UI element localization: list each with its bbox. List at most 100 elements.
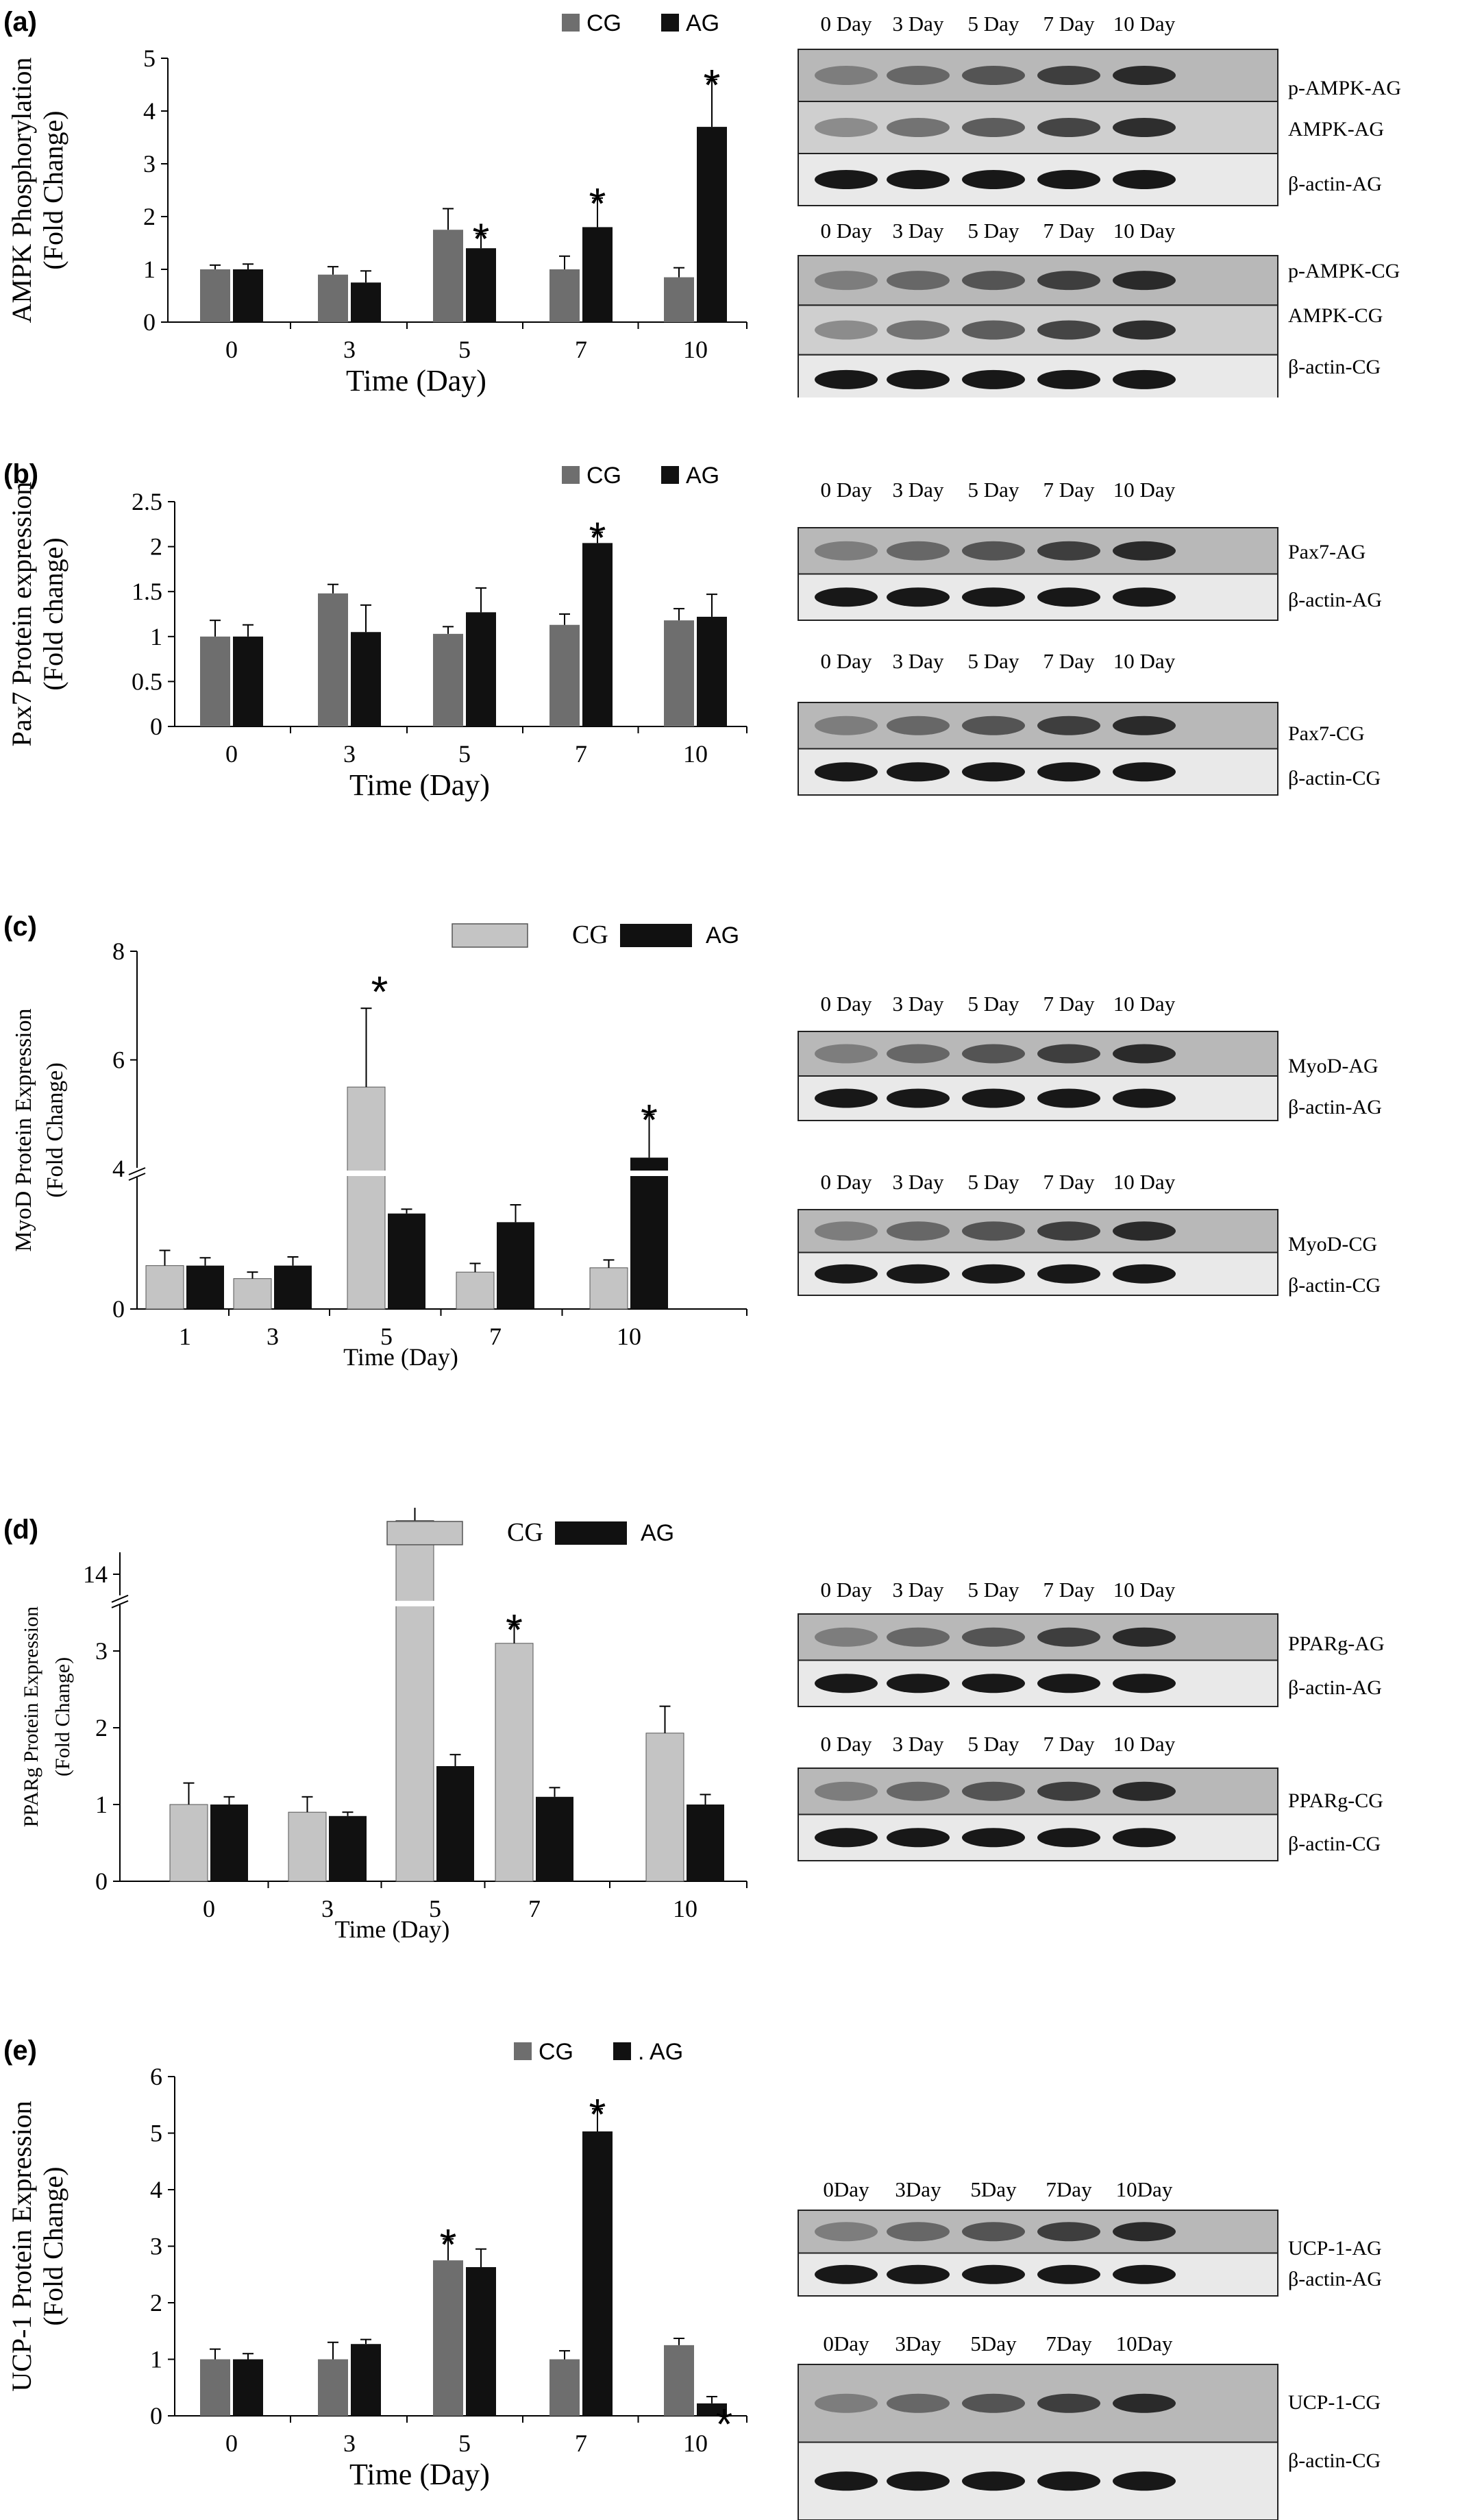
blot-band-label: β-actin-CG	[1288, 2449, 1381, 2472]
chart-svg: (e) 0 1 2 3 4 5 6 * * * 0 3 5 7 10 Time (Day) UCP-1 Prote…	[3, 2035, 1382, 2520]
blot-band	[887, 2393, 950, 2413]
blot-band	[962, 2264, 1025, 2284]
x-tick-label: 3	[343, 740, 356, 768]
blot-band-label: Pax7-AG	[1288, 541, 1366, 563]
blot-band	[962, 2393, 1025, 2413]
blot-band	[1037, 1088, 1100, 1108]
bar-ag-0	[233, 269, 263, 322]
bar-ag-10	[697, 127, 727, 322]
bar-ag-10	[697, 2403, 727, 2416]
blot-band-label: β-actin-AG	[1288, 173, 1382, 195]
blot-day-label: 7 Day	[1043, 1578, 1095, 1602]
blot-band-label: Pax7-CG	[1288, 722, 1365, 745]
blot-band-label: AMPK-CG	[1288, 304, 1383, 327]
blot-band	[1037, 1781, 1100, 1801]
y-tick-label: 3	[95, 1637, 108, 1665]
y-tick-label: 4	[112, 1155, 125, 1182]
bar-ag-7	[582, 2131, 613, 2416]
x-tick-label: 3	[343, 336, 356, 363]
blot-band-label: β-actin-AG	[1288, 1676, 1382, 1699]
legend-swatch-ag	[620, 924, 692, 947]
blot-band-label: β-actin-CG	[1288, 356, 1381, 378]
y-tick-label: 6	[112, 1047, 125, 1074]
bar-cg-3	[233, 1278, 272, 1310]
y-axis-title: AMPK Phosphorylation(Fold Change)	[6, 58, 69, 323]
blot-band	[962, 1627, 1025, 1647]
blot-band	[1037, 2222, 1100, 2242]
x-axis-title: Time (Day)	[349, 768, 490, 802]
y-axis-title-line: AMPK Phosphorylation	[6, 58, 37, 323]
blot-day-label: 0 Day	[821, 478, 872, 502]
blot-band	[815, 762, 878, 782]
blot-band	[1037, 587, 1100, 607]
bar-ag-5	[466, 612, 496, 726]
blot-band-label: UCP-1-AG	[1288, 2237, 1382, 2260]
blot-day-label: 0Day	[823, 2177, 869, 2201]
bar-ag-7	[497, 1222, 534, 1309]
blot-band	[887, 762, 950, 782]
blot-band-label: UCP-1-CG	[1288, 2391, 1381, 2414]
blot-day-label: 10 Day	[1113, 219, 1176, 243]
y-tick-label: 0	[112, 1295, 125, 1323]
blot-band	[815, 1627, 878, 1647]
y-axis-title: UCP-1 Protein Expression(Fold Change)	[6, 2101, 69, 2391]
blot-day-label: 0 Day	[821, 1170, 872, 1194]
bar-break-gap	[395, 1600, 434, 1606]
blot-band	[1113, 2264, 1176, 2284]
blot-day-label: 7 Day	[1043, 1170, 1095, 1194]
blot-band-label: β-actin-CG	[1288, 1833, 1381, 1855]
bar-ag-10	[687, 1805, 724, 1881]
y-tick-label: 14	[83, 1561, 108, 1588]
significance-star: *	[716, 2399, 733, 2449]
bar-ag-3	[274, 1265, 312, 1309]
blot-band	[1113, 271, 1176, 291]
blot-day-label: 10 Day	[1113, 1578, 1176, 1602]
panel-b: (b) 0 0.5 1 1.5 2 2.5 * 0 3 5 7 10 Time (Day) Pax7 Pro…	[0, 452, 1458, 809]
x-axis-title: Time (Day)	[346, 364, 486, 397]
blot-day-label: 3 Day	[893, 219, 944, 243]
blot-day-label: 3 Day	[893, 992, 944, 1016]
blot-band	[1037, 1627, 1100, 1647]
blot-band	[1113, 170, 1176, 189]
bar-cg-10	[645, 1733, 684, 1882]
y-tick-label: 2.5	[132, 488, 162, 515]
blot-band	[887, 1828, 950, 1848]
x-tick-label: 7	[575, 2430, 587, 2457]
blot-band	[1113, 1264, 1176, 1284]
blot-band	[962, 271, 1025, 291]
blot-band	[1113, 2471, 1176, 2491]
blot-band	[962, 541, 1025, 561]
bar-ag-5	[436, 1766, 474, 1881]
blot-band	[1113, 1088, 1176, 1108]
blot-band-label: MyoD-AG	[1288, 1055, 1379, 1077]
blot-band	[887, 1674, 950, 1693]
blot-band	[1037, 369, 1100, 389]
x-tick-label: 5	[380, 1323, 393, 1350]
blot-band	[887, 1088, 950, 1108]
blot-band	[887, 2222, 950, 2242]
legend-swatch-cg	[386, 1521, 463, 1545]
blot-day-label: 0 Day	[821, 649, 872, 673]
legend-label-cg: CG	[586, 463, 621, 489]
legend-label-ag: AG	[686, 10, 719, 36]
x-tick-label: 5	[458, 740, 471, 768]
bar-cg-5	[433, 2260, 463, 2416]
blot-day-label: 0 Day	[821, 219, 872, 243]
blot-band-label: β-actin-AG	[1288, 589, 1382, 611]
blot-day-label: 3 Day	[893, 1170, 944, 1194]
legend-label-cg: CG	[586, 10, 621, 36]
blot-band	[1037, 320, 1100, 340]
blot-band	[1037, 1674, 1100, 1693]
blot-band	[815, 715, 878, 735]
blot-band	[887, 118, 950, 137]
blot-day-label: 5 Day	[968, 992, 1020, 1016]
panel-label: (e)	[3, 2035, 37, 2066]
blot-band	[815, 170, 878, 189]
blot-band	[1037, 1044, 1100, 1064]
x-tick-label: 1	[179, 1323, 191, 1350]
blot-band	[887, 541, 950, 561]
bar-ag-0	[210, 1805, 248, 1881]
blot-band-label: β-actin-AG	[1288, 1096, 1382, 1118]
blot-band	[962, 587, 1025, 607]
bar-cg-1	[145, 1265, 184, 1310]
